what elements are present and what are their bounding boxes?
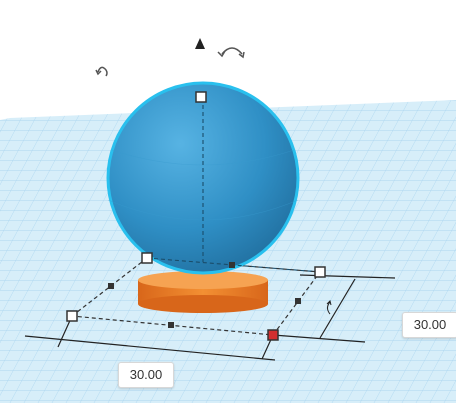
width-dimension-input[interactable]: 30.00 [118,362,174,388]
lift-arrow-icon[interactable] [195,38,205,49]
top-height-handle[interactable] [195,91,207,103]
depth-dimension-input[interactable]: 30.00 [402,312,456,338]
corner-handle-back-left[interactable] [141,252,153,264]
edge-handle-right[interactable] [295,298,301,304]
corner-handle-front-right-active[interactable] [267,329,279,341]
corner-handle-back-right[interactable] [314,266,326,278]
rotate-left-icon[interactable] [95,66,108,77]
edge-handle-front[interactable] [168,322,174,328]
rotate-right-icon[interactable] [217,47,245,59]
corner-handle-front-left[interactable] [66,310,78,322]
orange-base[interactable] [138,271,268,313]
edge-handle-left[interactable] [108,283,114,289]
blue-sphere[interactable] [106,81,321,275]
edge-handle-back[interactable] [229,262,235,268]
